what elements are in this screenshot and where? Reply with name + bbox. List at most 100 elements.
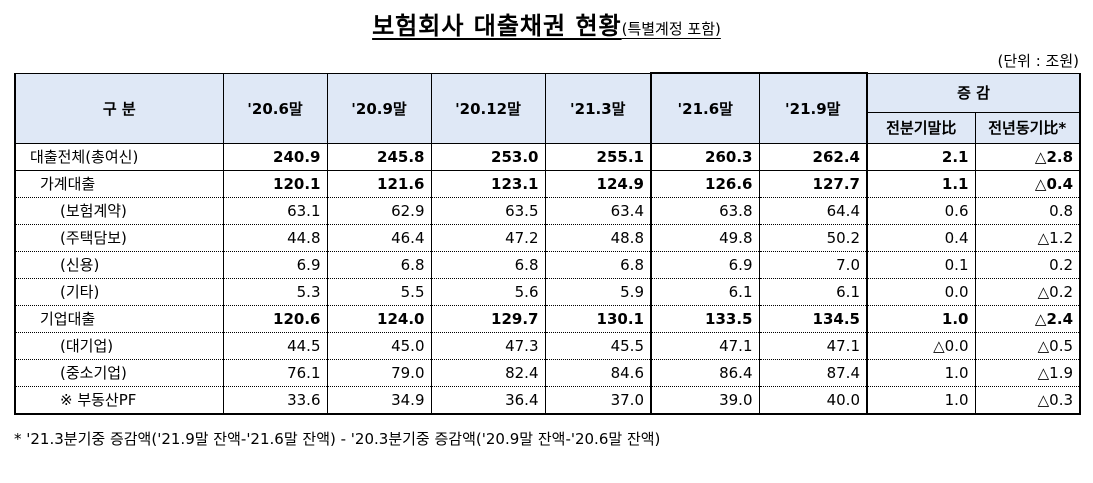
header-period: '20.9말 xyxy=(326,72,432,144)
cell: 123.1 xyxy=(430,170,546,198)
cell: 121.6 xyxy=(326,170,432,198)
row-label: (대기업) xyxy=(14,332,224,360)
table-subtitle: (특별계정 포함) xyxy=(621,20,721,38)
cell: 1.0 xyxy=(866,386,976,415)
row-label: 대출전체(총여신) xyxy=(14,143,224,171)
table-title-block: 보험회사 대출채권 현황(특별계정 포함) xyxy=(0,6,1093,41)
row-label: (기타) xyxy=(14,278,224,306)
table-row: (기타) 5.3 5.5 5.6 5.9 6.1 6.1 0.0 △0.2 xyxy=(14,278,1082,306)
cell: 47.1 xyxy=(650,332,760,360)
cell: △1.2 xyxy=(974,224,1082,252)
cell: 45.0 xyxy=(326,332,432,360)
cell: 6.8 xyxy=(430,251,546,279)
cell: △0.5 xyxy=(974,332,1082,360)
cell: △2.4 xyxy=(974,305,1082,333)
table-row: (주택담보) 44.8 46.4 47.2 48.8 49.8 50.2 0.4… xyxy=(14,224,1082,252)
table-row: (보험계약) 63.1 62.9 63.5 63.4 63.8 64.4 0.6… xyxy=(14,197,1082,225)
cell: 6.8 xyxy=(326,251,432,279)
cell: 6.9 xyxy=(650,251,760,279)
cell: 6.8 xyxy=(544,251,652,279)
row-label: (신용) xyxy=(14,251,224,279)
cell: 0.0 xyxy=(866,278,976,306)
cell: 253.0 xyxy=(430,143,546,171)
row-label: 기업대출 xyxy=(14,305,224,333)
row-label: (보험계약) xyxy=(14,197,224,225)
cell: 76.1 xyxy=(222,359,328,387)
cell: 47.1 xyxy=(758,332,868,360)
cell: 64.4 xyxy=(758,197,868,225)
cell: 120.6 xyxy=(222,305,328,333)
cell: 63.4 xyxy=(544,197,652,225)
cell: 134.5 xyxy=(758,305,868,333)
cell: 124.0 xyxy=(326,305,432,333)
cell: 44.8 xyxy=(222,224,328,252)
row-label: (주택담보) xyxy=(14,224,224,252)
cell: 0.6 xyxy=(866,197,976,225)
cell: 240.9 xyxy=(222,143,328,171)
cell: 36.4 xyxy=(430,386,546,415)
cell: 82.4 xyxy=(430,359,546,387)
table-row: (신용) 6.9 6.8 6.8 6.8 6.9 7.0 0.1 0.2 xyxy=(14,251,1082,279)
header-period: '20.12말 xyxy=(430,72,546,144)
cell: 45.5 xyxy=(544,332,652,360)
cell: 0.1 xyxy=(866,251,976,279)
cell: 39.0 xyxy=(650,386,760,415)
table-row: 가계대출 120.1 121.6 123.1 124.9 126.6 127.7… xyxy=(14,170,1082,198)
cell: △0.3 xyxy=(974,386,1082,415)
cell: 7.0 xyxy=(758,251,868,279)
cell: 1.0 xyxy=(866,359,976,387)
cell: 6.1 xyxy=(758,278,868,306)
cell: 0.8 xyxy=(974,197,1082,225)
cell: 126.6 xyxy=(650,170,760,198)
cell: 262.4 xyxy=(758,143,868,171)
cell: △2.8 xyxy=(974,143,1082,171)
cell: 0.2 xyxy=(974,251,1082,279)
cell: 6.1 xyxy=(650,278,760,306)
header-period: '21.6말 xyxy=(650,72,760,144)
header-period: '20.6말 xyxy=(222,72,328,144)
cell: 260.3 xyxy=(650,143,760,171)
cell: 49.8 xyxy=(650,224,760,252)
header-change-qoq: 전분기말比 xyxy=(866,111,976,144)
cell: 1.0 xyxy=(866,305,976,333)
cell: 79.0 xyxy=(326,359,432,387)
cell: 2.1 xyxy=(866,143,976,171)
cell: 40.0 xyxy=(758,386,868,415)
cell: △0.2 xyxy=(974,278,1082,306)
table-title: 보험회사 대출채권 현황 xyxy=(372,12,622,40)
cell: 47.3 xyxy=(430,332,546,360)
cell: 1.1 xyxy=(866,170,976,198)
cell: 86.4 xyxy=(650,359,760,387)
table-row: 기업대출 120.6 124.0 129.7 130.1 133.5 134.5… xyxy=(14,305,1082,333)
cell: 129.7 xyxy=(430,305,546,333)
cell: 63.8 xyxy=(650,197,760,225)
table-row: (중소기업) 76.1 79.0 82.4 84.6 86.4 87.4 1.0… xyxy=(14,359,1082,387)
cell: 120.1 xyxy=(222,170,328,198)
cell: 63.1 xyxy=(222,197,328,225)
cell: △1.9 xyxy=(974,359,1082,387)
row-label: (중소기업) xyxy=(14,359,224,387)
cell: 124.9 xyxy=(544,170,652,198)
cell: 63.5 xyxy=(430,197,546,225)
header-period: '21.3말 xyxy=(544,72,652,144)
cell: 5.5 xyxy=(326,278,432,306)
cell: 0.4 xyxy=(866,224,976,252)
header-change-yoy: 전년동기比* xyxy=(974,111,1082,144)
cell: 87.4 xyxy=(758,359,868,387)
cell: 37.0 xyxy=(544,386,652,415)
header-change-group: 증 감 xyxy=(866,72,1082,113)
cell: 5.6 xyxy=(430,278,546,306)
loan-status-table: 구 분 '20.6말 '20.9말 '20.12말 '21.3말 '21.6말 … xyxy=(14,72,1082,415)
cell: 5.3 xyxy=(222,278,328,306)
cell: 44.5 xyxy=(222,332,328,360)
row-label: ※ 부동산PF xyxy=(14,386,224,415)
cell: 133.5 xyxy=(650,305,760,333)
cell: 62.9 xyxy=(326,197,432,225)
table-row: ※ 부동산PF 33.6 34.9 36.4 37.0 39.0 40.0 1.… xyxy=(14,386,1082,415)
cell: 84.6 xyxy=(544,359,652,387)
cell: 245.8 xyxy=(326,143,432,171)
cell: 5.9 xyxy=(544,278,652,306)
table-row: (대기업) 44.5 45.0 47.3 45.5 47.1 47.1 △0.0… xyxy=(14,332,1082,360)
cell: 50.2 xyxy=(758,224,868,252)
footnote: * '21.3분기중 증감액('21.9말 잔액-'21.6말 잔액) - '2… xyxy=(14,430,661,448)
